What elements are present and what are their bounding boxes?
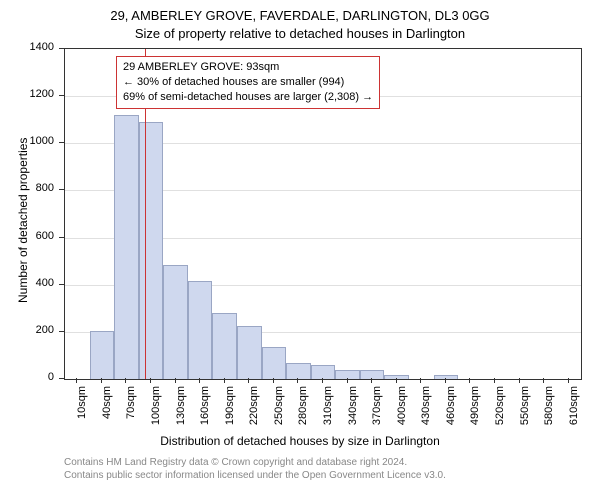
histogram-bar <box>163 265 188 379</box>
info-box-line: 69% of semi-detached houses are larger (… <box>123 90 373 105</box>
histogram-bar <box>139 122 164 379</box>
x-tick-label: 460sqm <box>445 386 457 436</box>
x-tick-label: 220sqm <box>248 386 260 436</box>
marker-info-box: 29 AMBERLEY GROVE: 93sqm← 30% of detache… <box>116 56 380 109</box>
x-tick-label: 250sqm <box>273 386 285 436</box>
histogram-bar <box>262 347 287 379</box>
y-tick <box>59 284 64 285</box>
x-tick <box>568 378 569 383</box>
y-tick-label: 800 <box>0 182 54 194</box>
histogram-bar <box>90 331 115 379</box>
x-tick-label: 550sqm <box>519 386 531 436</box>
x-tick-label: 190sqm <box>224 386 236 436</box>
histogram-bar <box>434 375 459 379</box>
histogram-bar <box>286 363 311 380</box>
y-tick <box>59 189 64 190</box>
x-tick-label: 10sqm <box>76 386 88 436</box>
x-tick-label: 520sqm <box>494 386 506 436</box>
x-tick-label: 40sqm <box>101 386 113 436</box>
y-tick <box>59 378 64 379</box>
x-tick-label: 130sqm <box>175 386 187 436</box>
y-tick-label: 0 <box>0 371 54 383</box>
x-tick <box>297 378 298 383</box>
y-tick <box>59 48 64 49</box>
histogram-bar <box>311 365 336 379</box>
y-tick <box>59 142 64 143</box>
footer-line-1: Contains HM Land Registry data © Crown c… <box>64 456 446 469</box>
y-tick <box>59 95 64 96</box>
x-tick <box>175 378 176 383</box>
x-tick <box>199 378 200 383</box>
x-tick <box>371 378 372 383</box>
histogram-bar <box>212 313 237 379</box>
y-tick-label: 1400 <box>0 41 54 53</box>
histogram-bar <box>384 375 409 379</box>
x-tick <box>125 378 126 383</box>
x-tick-label: 70sqm <box>125 386 137 436</box>
x-tick-label: 280sqm <box>297 386 309 436</box>
y-tick-label: 200 <box>0 324 54 336</box>
x-tick-label: 100sqm <box>150 386 162 436</box>
x-tick <box>347 378 348 383</box>
x-tick <box>224 378 225 383</box>
histogram-bar <box>114 115 139 379</box>
x-tick-label: 430sqm <box>420 386 432 436</box>
x-tick <box>322 378 323 383</box>
x-tick-label: 490sqm <box>469 386 481 436</box>
x-tick-label: 310sqm <box>322 386 334 436</box>
x-tick-label: 160sqm <box>199 386 211 436</box>
x-tick <box>101 378 102 383</box>
x-tick <box>248 378 249 383</box>
histogram-bar <box>237 326 262 379</box>
histogram-chart: 29, AMBERLEY GROVE, FAVERDALE, DARLINGTO… <box>0 0 600 500</box>
y-tick-label: 1200 <box>0 88 54 100</box>
x-axis-label: Distribution of detached houses by size … <box>0 434 600 448</box>
x-tick <box>150 378 151 383</box>
x-tick <box>519 378 520 383</box>
x-tick <box>494 378 495 383</box>
x-tick-label: 580sqm <box>543 386 555 436</box>
x-tick <box>469 378 470 383</box>
y-tick <box>59 331 64 332</box>
y-tick-label: 400 <box>0 277 54 289</box>
info-box-line: ← 30% of detached houses are smaller (99… <box>123 75 373 90</box>
x-tick-label: 370sqm <box>371 386 383 436</box>
chart-title-subtitle: Size of property relative to detached ho… <box>0 26 600 41</box>
x-tick <box>420 378 421 383</box>
x-tick-label: 340sqm <box>347 386 359 436</box>
y-tick <box>59 237 64 238</box>
x-tick <box>445 378 446 383</box>
x-tick <box>76 378 77 383</box>
x-tick-label: 610sqm <box>568 386 580 436</box>
footer-line-2: Contains public sector information licen… <box>64 469 446 482</box>
histogram-bar <box>335 370 360 379</box>
info-box-line: 29 AMBERLEY GROVE: 93sqm <box>123 60 373 75</box>
histogram-bar <box>188 281 213 379</box>
x-tick <box>273 378 274 383</box>
chart-title-address: 29, AMBERLEY GROVE, FAVERDALE, DARLINGTO… <box>0 8 600 23</box>
x-tick-label: 400sqm <box>396 386 408 436</box>
y-tick-label: 600 <box>0 230 54 242</box>
x-tick <box>543 378 544 383</box>
x-tick <box>396 378 397 383</box>
y-tick-label: 1000 <box>0 135 54 147</box>
chart-footer: Contains HM Land Registry data © Crown c… <box>64 456 446 482</box>
